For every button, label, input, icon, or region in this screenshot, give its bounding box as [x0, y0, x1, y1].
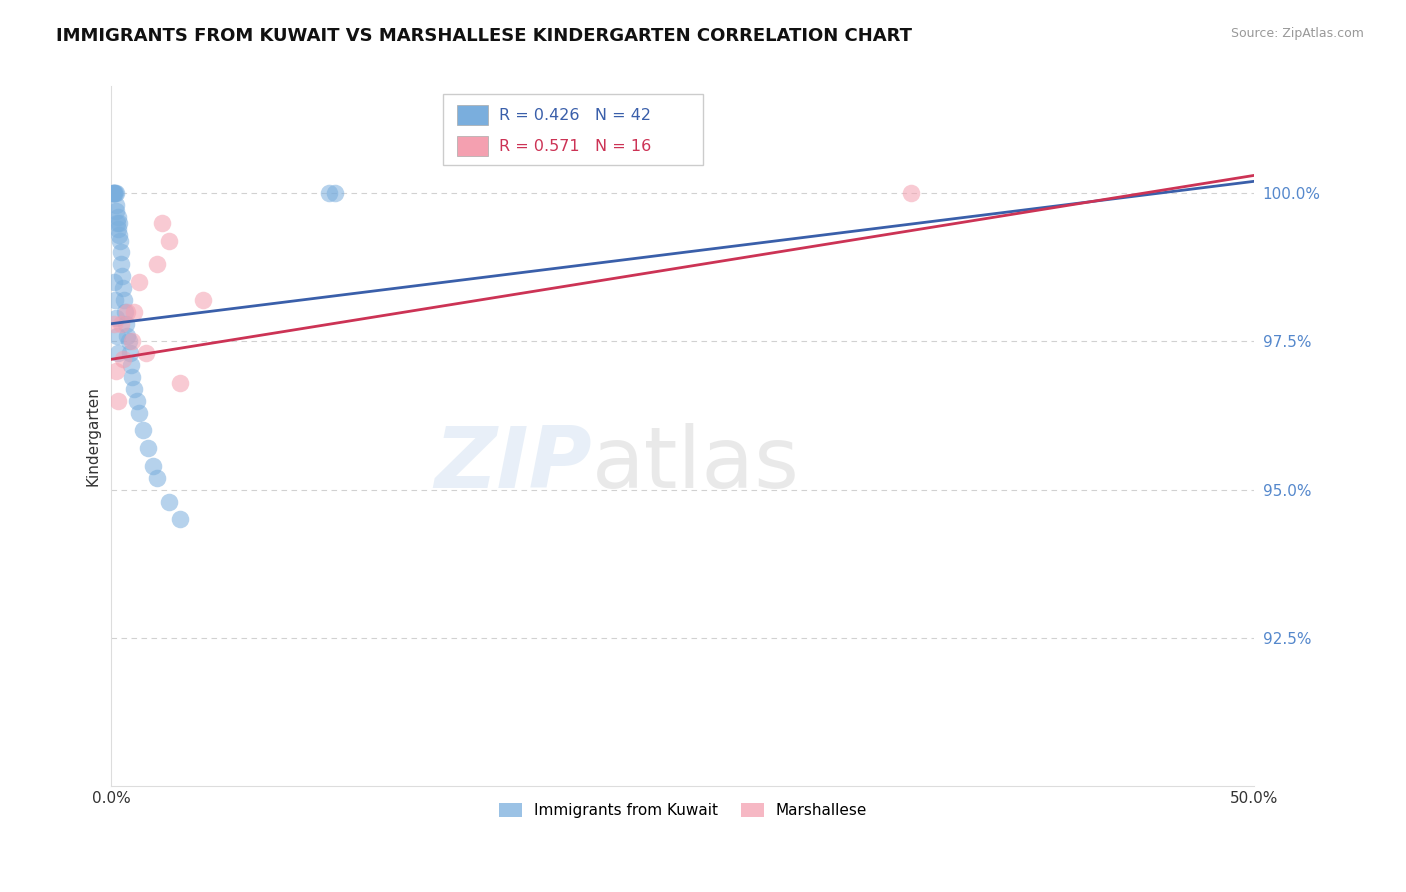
- Point: [114, 305, 136, 319]
- Point: [101, 186, 124, 201]
- Point: [103, 186, 125, 201]
- Point: [135, 346, 157, 360]
- Point: [107, 210, 129, 224]
- Point: [103, 186, 125, 201]
- Point: [157, 234, 180, 248]
- Point: [104, 186, 127, 201]
- Text: R = 0.571   N = 16: R = 0.571 N = 16: [499, 139, 651, 153]
- Point: [115, 317, 138, 331]
- Point: [104, 198, 127, 212]
- Point: [105, 328, 128, 343]
- Text: ZIP: ZIP: [434, 423, 592, 506]
- Point: [110, 257, 132, 271]
- Point: [128, 406, 150, 420]
- Point: [150, 216, 173, 230]
- Point: [103, 317, 125, 331]
- Point: [104, 310, 127, 325]
- Point: [122, 382, 145, 396]
- Text: IMMIGRANTS FROM KUWAIT VS MARSHALLESE KINDERGARTEN CORRELATION CHART: IMMIGRANTS FROM KUWAIT VS MARSHALLESE KI…: [56, 27, 912, 45]
- Point: [128, 275, 150, 289]
- Point: [107, 227, 129, 242]
- Point: [120, 358, 142, 372]
- Point: [142, 459, 165, 474]
- Point: [104, 293, 127, 307]
- Point: [325, 186, 347, 201]
- Point: [318, 186, 340, 201]
- Point: [108, 234, 131, 248]
- Point: [104, 186, 127, 201]
- Point: [121, 334, 143, 349]
- Point: [117, 334, 139, 349]
- Point: [121, 370, 143, 384]
- Point: [169, 512, 191, 526]
- Point: [110, 317, 132, 331]
- Text: Source: ZipAtlas.com: Source: ZipAtlas.com: [1230, 27, 1364, 40]
- Point: [104, 364, 127, 378]
- Point: [105, 203, 128, 218]
- Point: [146, 471, 169, 485]
- Point: [125, 393, 148, 408]
- Point: [112, 293, 135, 307]
- Point: [900, 186, 922, 201]
- Text: R = 0.426   N = 42: R = 0.426 N = 42: [499, 108, 651, 122]
- Point: [111, 269, 134, 284]
- Point: [132, 424, 155, 438]
- Point: [103, 186, 125, 201]
- Point: [157, 494, 180, 508]
- Point: [136, 442, 159, 456]
- Point: [122, 305, 145, 319]
- Point: [107, 393, 129, 408]
- Y-axis label: Kindergarten: Kindergarten: [86, 386, 100, 486]
- Point: [117, 328, 139, 343]
- Point: [118, 346, 141, 360]
- Point: [107, 221, 129, 235]
- Point: [111, 281, 134, 295]
- Point: [146, 257, 169, 271]
- Point: [103, 275, 125, 289]
- Text: atlas: atlas: [592, 423, 800, 506]
- Point: [110, 245, 132, 260]
- Point: [117, 305, 139, 319]
- Legend: Immigrants from Kuwait, Marshallese: Immigrants from Kuwait, Marshallese: [492, 797, 873, 824]
- Point: [169, 376, 191, 390]
- Point: [191, 293, 214, 307]
- Point: [105, 216, 128, 230]
- Point: [111, 352, 134, 367]
- Point: [107, 346, 129, 360]
- Point: [108, 216, 131, 230]
